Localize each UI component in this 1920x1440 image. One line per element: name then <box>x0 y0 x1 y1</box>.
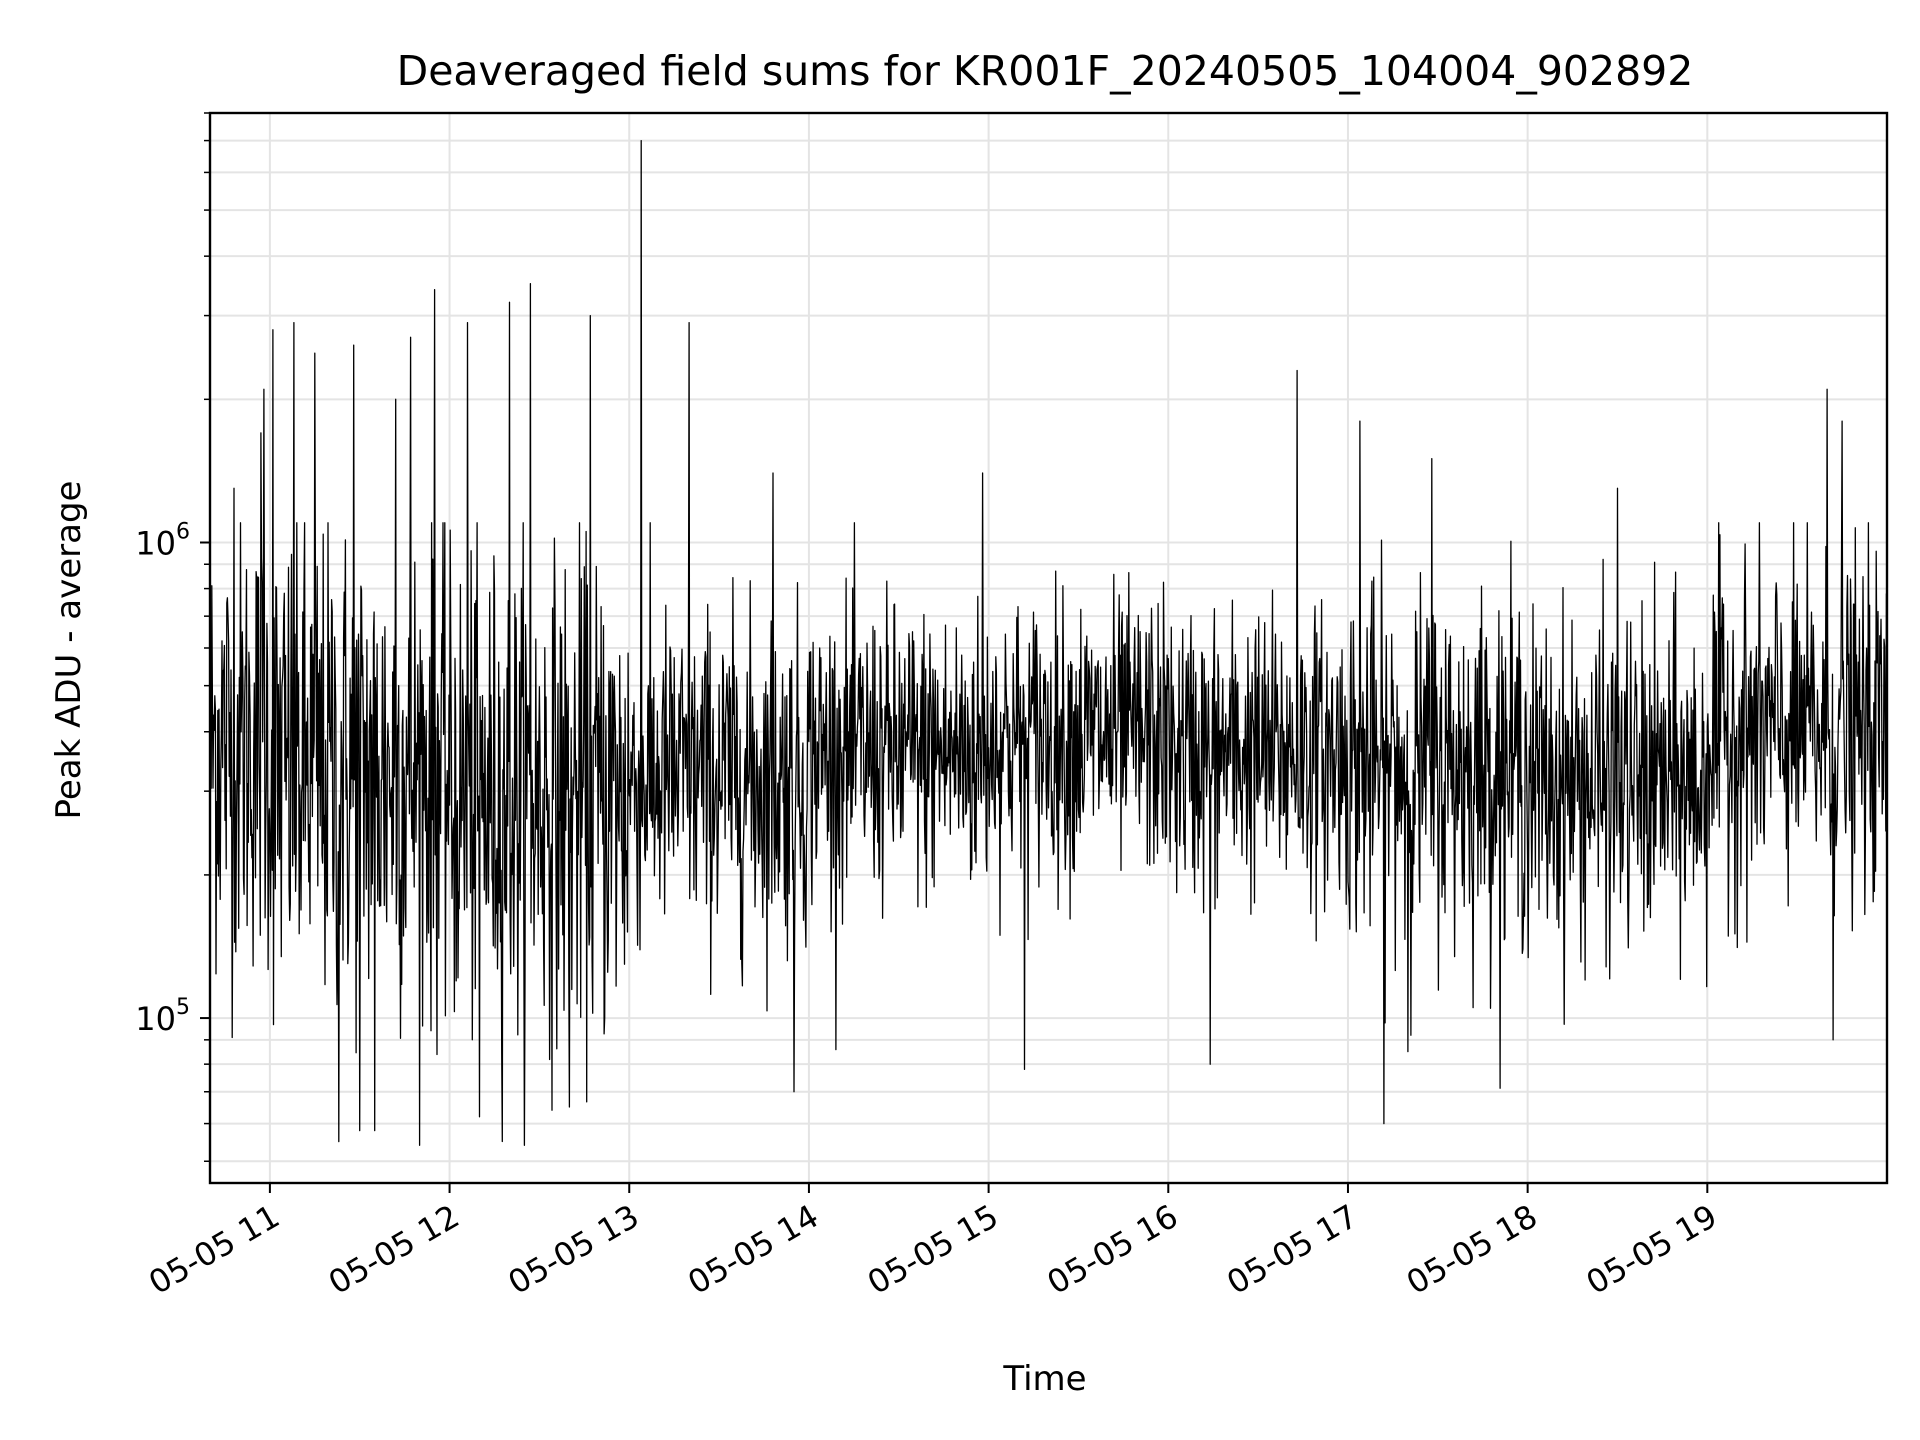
plot-area <box>209 139 1888 1146</box>
x-axis-label: Time <box>1002 1359 1086 1399</box>
series-line <box>209 139 1888 1146</box>
chart-title: Deaveraged field sums for KR001F_2024050… <box>397 47 1694 95</box>
y-tick-label: 105 <box>135 995 190 1038</box>
y-tick-label: 106 <box>135 519 190 562</box>
y-axis-label: Peak ADU - average <box>49 481 89 820</box>
